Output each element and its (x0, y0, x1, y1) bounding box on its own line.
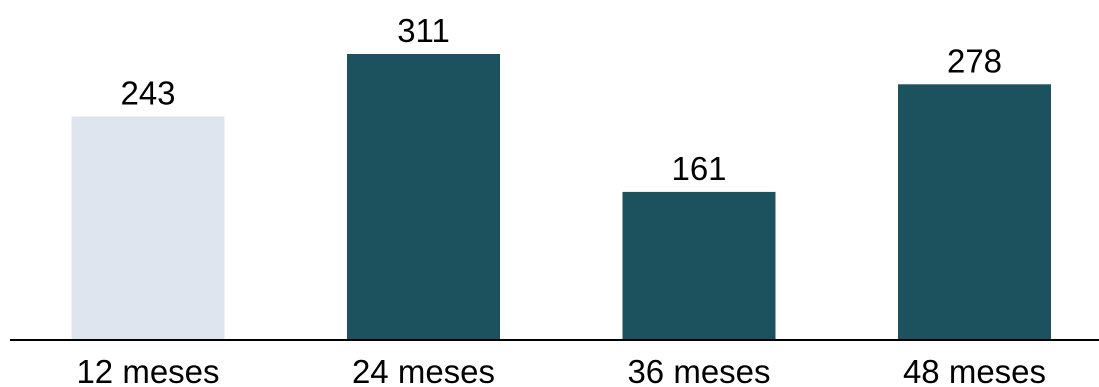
value-labels-group: 243 311 161 278 (120, 12, 1002, 187)
value-label-12-meses: 243 (120, 75, 175, 112)
value-label-24-meses: 311 (397, 12, 450, 49)
bars-group (71, 54, 1051, 340)
x-tick-label-36-meses: 36 meses (627, 353, 770, 387)
tick-labels-group: 12 meses 24 meses 36 meses 48 meses (76, 353, 1046, 387)
value-label-48-meses: 278 (947, 42, 1002, 79)
bar-36-meses (622, 191, 776, 340)
x-tick-label-48-meses: 48 meses (903, 353, 1046, 387)
bar-24-meses (347, 54, 500, 340)
bar-48-meses (898, 84, 1051, 340)
x-tick-label-24-meses: 24 meses (352, 353, 495, 387)
value-label-36-meses: 161 (671, 150, 726, 187)
bar-12-meses (71, 116, 225, 340)
x-tick-label-12-meses: 12 meses (76, 353, 219, 387)
